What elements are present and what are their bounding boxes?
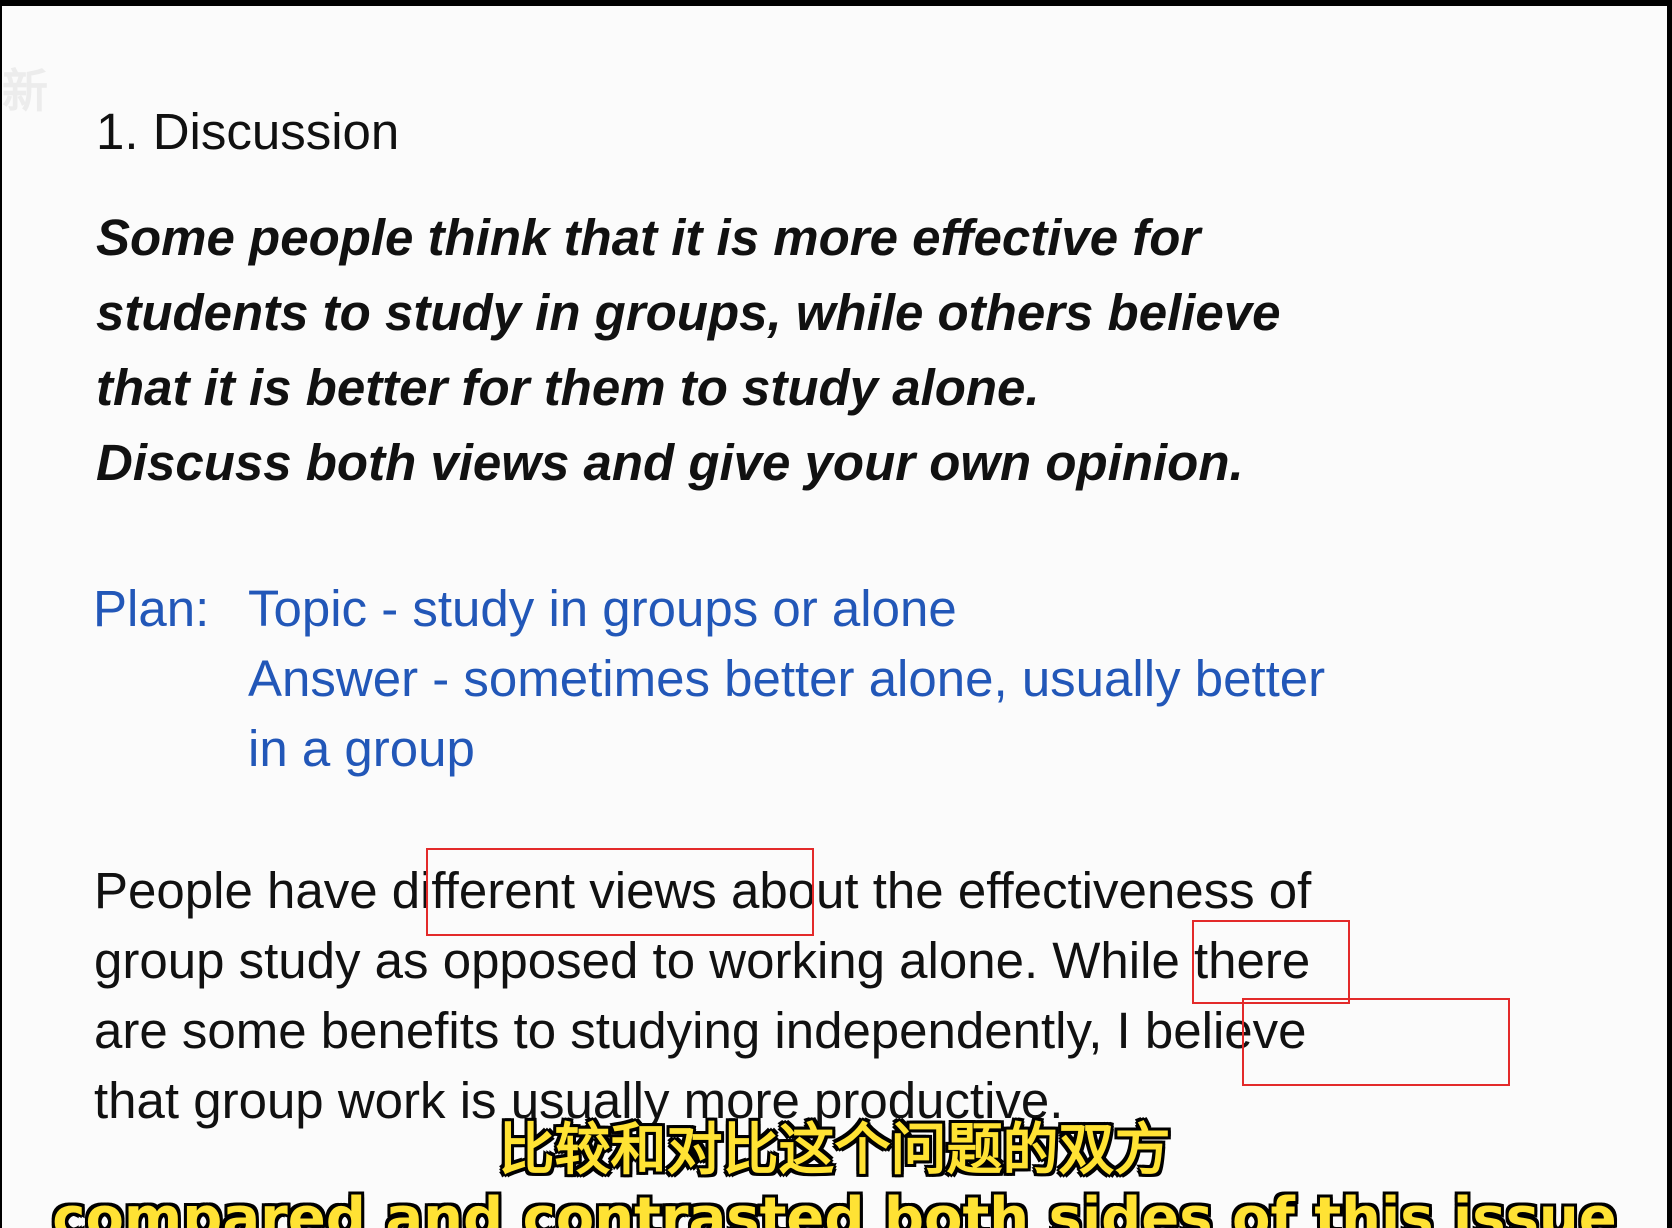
essay-text: about the effectiveness of xyxy=(716,862,1312,919)
essay-text: group study as opposed to working alone. xyxy=(94,932,1053,989)
plan-label: Plan: xyxy=(93,580,210,637)
subtitle-english: compared and contrasted both sides of th… xyxy=(52,1186,1617,1228)
essay-line: that group work is usually more producti… xyxy=(94,1072,1064,1129)
section-heading: 1. Discussion xyxy=(96,103,400,160)
plan-line: in a group xyxy=(248,720,475,777)
question-line: Discuss both views and give your own opi… xyxy=(96,434,1244,491)
question-line: students to study in groups, while other… xyxy=(96,284,1281,341)
essay-question: Some people think that it is more effect… xyxy=(96,200,1576,500)
highlighted-phrase: , I believe xyxy=(1088,1002,1307,1059)
essay-text: are some benefits to studying independen… xyxy=(94,1002,1089,1059)
essay-line: People have different views about the ef… xyxy=(94,856,1614,926)
essay-line: are some benefits to studying independen… xyxy=(94,996,1614,1066)
plan-body: Topic - study in groups or alone Answer … xyxy=(248,574,1548,784)
highlighted-phrase: While xyxy=(1052,932,1180,989)
essay-text: People have xyxy=(94,862,392,919)
subtitle-chinese: 比较和对比这个问题的双方 xyxy=(498,1118,1171,1183)
slide-page: 新 1. Discussion Some people think that i… xyxy=(2,6,1667,1228)
highlighted-phrase: different views xyxy=(391,862,717,919)
channel-watermark: 新 xyxy=(2,64,48,118)
plan-line: Answer - sometimes better alone, usually… xyxy=(248,650,1326,707)
question-line: Some people think that it is more effect… xyxy=(96,209,1201,266)
essay-introduction: People have different views about the ef… xyxy=(94,856,1614,1136)
question-line: that it is better for them to study alon… xyxy=(96,359,1040,416)
plan-line: Topic - study in groups or alone xyxy=(248,580,957,637)
essay-text: there xyxy=(1179,932,1311,989)
essay-line: group study as opposed to working alone.… xyxy=(94,926,1614,996)
